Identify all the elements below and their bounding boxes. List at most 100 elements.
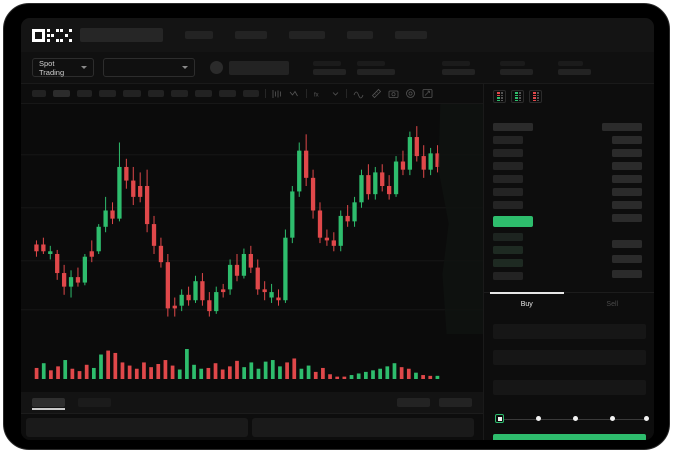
header-search-input[interactable]	[80, 28, 163, 42]
toolbar-divider	[265, 89, 266, 98]
tab-sell-label: Sell	[606, 301, 619, 308]
stat-label	[442, 60, 470, 66]
chevron-down-icon[interactable]	[331, 89, 340, 98]
orders-panel[interactable]	[26, 417, 248, 437]
orderbook-bid-row[interactable]	[493, 259, 523, 267]
interval-chip-6[interactable]	[148, 90, 164, 97]
amount-slider-track[interactable]	[498, 419, 646, 420]
interval-chip-8[interactable]	[195, 90, 212, 97]
chevron-down-icon	[81, 66, 87, 69]
orderbook-spread-row[interactable]	[493, 216, 533, 227]
svg-text:fx: fx	[314, 92, 319, 98]
orderbook-ask-row[interactable]	[493, 149, 523, 157]
orderbook-ask-row[interactable]	[493, 201, 523, 209]
wave-indicator-icon[interactable]	[353, 89, 365, 99]
positions-panel[interactable]	[252, 417, 474, 437]
interval-chip-9[interactable]	[219, 90, 236, 97]
orderbook-bids-icon[interactable]	[511, 90, 524, 103]
logo-letter-o	[32, 28, 45, 42]
slider-step-50[interactable]	[573, 416, 578, 421]
price-chart[interactable]	[21, 104, 483, 334]
slider-step-25[interactable]	[536, 416, 541, 421]
logo-letter-k	[46, 28, 59, 42]
fullscreen-icon[interactable]	[422, 88, 433, 99]
orderbook-size-row	[612, 214, 642, 222]
orderbook-bid-row[interactable]	[493, 272, 523, 280]
order-type-field[interactable]	[493, 324, 646, 339]
candlestick-chart-icon[interactable]	[272, 89, 283, 99]
bottom-tab-active-underline	[32, 408, 65, 410]
stat-block-4	[500, 60, 533, 75]
bottom-action-1[interactable]	[397, 398, 430, 407]
stat-value	[500, 68, 533, 75]
orderbook-size-row	[612, 255, 642, 263]
tab-buy[interactable]: Buy	[484, 292, 570, 316]
stat-block-5	[558, 60, 591, 75]
orderbook-ask-row[interactable]	[493, 162, 523, 170]
orderbook-asks-icon[interactable]	[529, 90, 542, 103]
orderbook-bid-row[interactable]	[493, 233, 523, 241]
camera-snapshot-icon[interactable]	[388, 88, 399, 99]
interval-chip-3[interactable]	[77, 90, 92, 97]
measure-ruler-icon[interactable]	[371, 88, 382, 99]
stat-value	[558, 68, 591, 75]
orderbook-size-row	[612, 149, 642, 157]
slider-handle-icon[interactable]	[495, 414, 504, 423]
interval-chip-2[interactable]	[53, 90, 70, 97]
settings-gear-icon[interactable]	[405, 88, 416, 99]
indicators-icon[interactable]: fx	[313, 89, 325, 99]
logo-letter-x	[60, 28, 73, 42]
nav-item-2[interactable]	[235, 31, 267, 39]
stat-block-2	[357, 60, 395, 75]
bottom-tab-1[interactable]	[32, 398, 65, 407]
tab-buy-underline	[490, 292, 564, 294]
pair-selector-dropdown[interactable]	[103, 58, 195, 77]
orderbook-bid-row[interactable]	[493, 246, 523, 254]
market-type-label: Spot Trading	[39, 58, 65, 77]
interval-chip-1[interactable]	[32, 90, 46, 97]
line-chart-icon[interactable]	[289, 89, 300, 99]
orderbook-size-row	[612, 188, 642, 196]
stat-label	[500, 60, 525, 66]
market-type-dropdown[interactable]: Spot Trading	[32, 58, 94, 77]
order-book-and-trade-panel: Buy Sell	[483, 84, 654, 440]
orderbook-size-row	[612, 136, 642, 144]
orderbook-header-right	[602, 123, 642, 131]
interval-chip-5[interactable]	[123, 90, 141, 97]
nav-item-5[interactable]	[395, 31, 427, 39]
coin-avatar-icon	[210, 61, 223, 74]
volume-bars-group	[34, 349, 440, 379]
price-field[interactable]	[493, 350, 646, 365]
candles-group	[34, 126, 440, 317]
submit-order-button[interactable]	[493, 434, 646, 440]
orderbook-both-icon[interactable]	[493, 90, 506, 103]
slider-step-75[interactable]	[610, 416, 615, 421]
orderbook-ask-row[interactable]	[493, 175, 523, 183]
stat-value	[442, 68, 475, 75]
amount-field[interactable]	[493, 380, 646, 395]
orderbook-ask-row[interactable]	[493, 188, 523, 196]
top-header	[21, 18, 654, 52]
volume-chart-svg	[34, 349, 440, 379]
tab-sell[interactable]: Sell	[570, 293, 655, 316]
order-book[interactable]	[484, 103, 654, 295]
interval-chip-10[interactable]	[243, 90, 259, 97]
interval-chip-4[interactable]	[99, 90, 116, 97]
orderbook-size-row	[612, 162, 642, 170]
nav-item-3[interactable]	[289, 31, 325, 39]
chart-toolbar: fx	[21, 84, 483, 104]
slider-step-100[interactable]	[644, 416, 649, 421]
bottom-action-2[interactable]	[439, 398, 472, 407]
bottom-tab-2[interactable]	[78, 398, 111, 407]
nav-item-4[interactable]	[347, 31, 373, 39]
nav-item-1[interactable]	[185, 31, 213, 39]
orderbook-size-row	[612, 175, 642, 183]
candlestick-chart-svg	[21, 126, 483, 317]
toolbar-divider	[346, 89, 347, 98]
orderbook-header-left	[493, 123, 533, 131]
volume-chart	[21, 334, 483, 392]
interval-chip-7[interactable]	[171, 90, 188, 97]
orderbook-ask-row[interactable]	[493, 136, 523, 144]
bottom-panels-row	[21, 414, 483, 440]
okx-logo-icon[interactable]	[32, 28, 73, 42]
